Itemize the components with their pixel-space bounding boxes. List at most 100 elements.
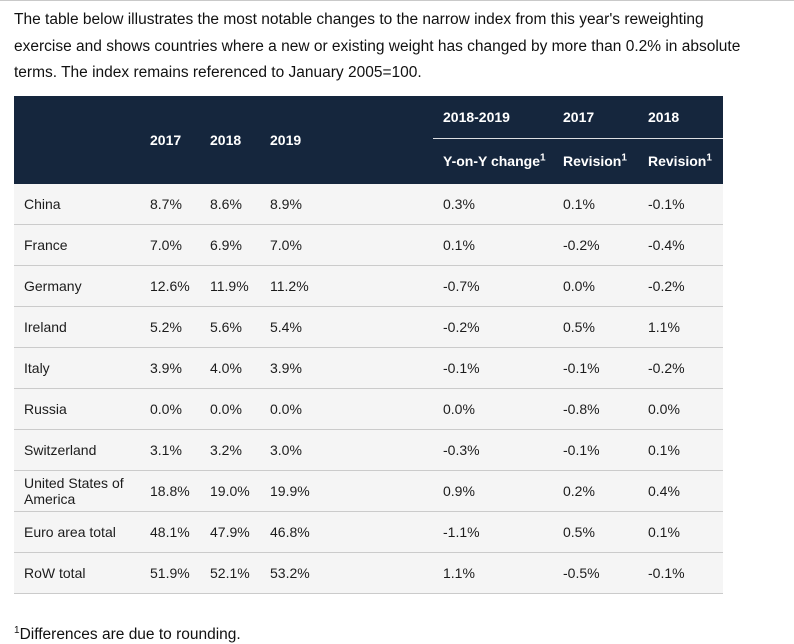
yoy-change-cell: -0.2%	[433, 306, 553, 348]
table-row: Ireland 5.2% 5.6% 5.4% -0.2% 0.5% 1.1%	[14, 306, 723, 348]
footnote-marker: 1	[539, 152, 546, 164]
value-2019-cell: 3.0%	[260, 429, 433, 471]
revision-2018-cell: -0.1%	[638, 552, 723, 594]
value-2018-cell: 6.9%	[200, 224, 260, 266]
value-2017-cell: 3.9%	[140, 347, 200, 389]
revision-2018-cell: 0.0%	[638, 388, 723, 430]
yoy-change-cell: 0.0%	[433, 388, 553, 430]
header-2018-2019-group: 2018-2019	[433, 95, 553, 139]
country-cell: RoW total	[14, 552, 140, 594]
value-2017-cell: 8.7%	[140, 183, 200, 225]
header-2017: 2017	[140, 95, 200, 184]
revision-2018-cell: -0.2%	[638, 265, 723, 307]
table-row: Russia 0.0% 0.0% 0.0% 0.0% -0.8% 0.0%	[14, 388, 723, 430]
revision-2017-cell: 0.2%	[553, 470, 638, 512]
revision-2017-cell: 0.1%	[553, 183, 638, 225]
table-row: Italy 3.9% 4.0% 3.9% -0.1% -0.1% -0.2%	[14, 347, 723, 389]
intro-line: The table below illustrates the most not…	[14, 11, 704, 28]
header-revision-2017-label: Revision	[563, 153, 622, 169]
revision-2017-cell: 0.5%	[553, 511, 638, 553]
revision-2017-cell: -0.1%	[553, 347, 638, 389]
table-row: France 7.0% 6.9% 7.0% 0.1% -0.2% -0.4%	[14, 224, 723, 266]
revision-2018-cell: 1.1%	[638, 306, 723, 348]
yoy-change-cell: -0.1%	[433, 347, 553, 389]
footnote-text: Differences are due to rounding.	[19, 625, 241, 643]
yoy-change-cell: -1.1%	[433, 511, 553, 553]
revision-2017-cell: -0.2%	[553, 224, 638, 266]
country-cell: China	[14, 183, 140, 225]
table-body: China 8.7% 8.6% 8.9% 0.3% 0.1% -0.1% Fra…	[14, 183, 723, 594]
value-2018-cell: 4.0%	[200, 347, 260, 389]
value-2019-cell: 11.2%	[260, 265, 433, 307]
yoy-change-cell: -0.7%	[433, 265, 553, 307]
yoy-change-cell: 0.1%	[433, 224, 553, 266]
value-2018-cell: 11.9%	[200, 265, 260, 307]
value-2017-cell: 48.1%	[140, 511, 200, 553]
country-cell: Italy	[14, 347, 140, 389]
header-2018: 2018	[200, 95, 260, 184]
value-2019-cell: 0.0%	[260, 388, 433, 430]
footnote-superscript: 1	[14, 624, 20, 636]
value-2018-cell: 8.6%	[200, 183, 260, 225]
header-yoy-change-label: Y-on-Y change	[443, 153, 540, 169]
footnote-marker: 1	[706, 152, 712, 164]
value-2018-cell: 5.6%	[200, 306, 260, 348]
value-2019-cell: 5.4%	[260, 306, 433, 348]
country-cell: United States of America	[14, 470, 140, 512]
country-cell: Switzerland	[14, 429, 140, 471]
header-revision-2018: Revision1	[638, 138, 723, 184]
intro-line: terms. The index remains referenced to J…	[14, 64, 422, 81]
value-2018-cell: 52.1%	[200, 552, 260, 594]
header-yoy-change: Y-on-Y change1	[433, 138, 553, 184]
footnote-marker: 1	[621, 152, 627, 164]
table-row: Germany 12.6% 11.9% 11.2% -0.7% 0.0% -0.…	[14, 265, 723, 307]
revision-2018-cell: 0.1%	[638, 429, 723, 471]
value-2018-cell: 47.9%	[200, 511, 260, 553]
revision-2017-cell: 0.0%	[553, 265, 638, 307]
table-row: United States of America 18.8% 19.0% 19.…	[14, 470, 723, 512]
value-2018-cell: 19.0%	[200, 470, 260, 512]
value-2019-cell: 19.9%	[260, 470, 433, 512]
value-2017-cell: 7.0%	[140, 224, 200, 266]
value-2018-cell: 0.0%	[200, 388, 260, 430]
yoy-change-cell: 0.9%	[433, 470, 553, 512]
revision-2018-cell: -0.4%	[638, 224, 723, 266]
intro-line: exercise and shows countries where a new…	[14, 37, 741, 55]
revision-2018-cell: 0.4%	[638, 470, 723, 512]
revision-2017-cell: 0.5%	[553, 306, 638, 348]
country-cell: Russia	[14, 388, 140, 430]
revision-2018-cell: -0.1%	[638, 183, 723, 225]
value-2019-cell: 53.2%	[260, 552, 433, 594]
header-2017-revision-group: 2017	[553, 95, 638, 139]
table-row: Switzerland 3.1% 3.2% 3.0% -0.3% -0.1% 0…	[14, 429, 723, 471]
header-country-blank	[14, 95, 140, 184]
value-2017-cell: 18.8%	[140, 470, 200, 512]
table-row: RoW total 51.9% 52.1% 53.2% 1.1% -0.5% -…	[14, 552, 723, 594]
yoy-change-cell: 0.3%	[433, 183, 553, 225]
value-2017-cell: 5.2%	[140, 306, 200, 348]
country-cell: Euro area total	[14, 511, 140, 553]
yoy-change-cell: 1.1%	[433, 552, 553, 594]
revision-2017-cell: -0.1%	[553, 429, 638, 471]
intro-paragraph: The table below illustrates the most not…	[14, 7, 794, 87]
value-2019-cell: 3.9%	[260, 347, 433, 389]
footnote: 1Differences are due to rounding.	[14, 624, 794, 644]
header-2018-revision-group: 2018	[638, 95, 723, 139]
value-2019-cell: 46.8%	[260, 511, 433, 553]
value-2018-cell: 3.2%	[200, 429, 260, 471]
country-cell: Ireland	[14, 306, 140, 348]
value-2019-cell: 7.0%	[260, 224, 433, 266]
header-revision-2018-label: Revision	[648, 153, 707, 169]
table-row: China 8.7% 8.6% 8.9% 0.3% 0.1% -0.1%	[14, 183, 723, 225]
header-revision-2017: Revision1	[553, 138, 638, 184]
value-2019-cell: 8.9%	[260, 183, 433, 225]
revision-2018-cell: 0.1%	[638, 511, 723, 553]
yoy-change-cell: -0.3%	[433, 429, 553, 471]
reweighting-table: 2017 2018 2019 2018-2019 2017 2018 Y-on-…	[14, 95, 723, 594]
table-header: 2017 2018 2019 2018-2019 2017 2018 Y-on-…	[14, 95, 723, 184]
value-2017-cell: 51.9%	[140, 552, 200, 594]
value-2017-cell: 3.1%	[140, 429, 200, 471]
country-cell: Germany	[14, 265, 140, 307]
revision-2017-cell: -0.8%	[553, 388, 638, 430]
